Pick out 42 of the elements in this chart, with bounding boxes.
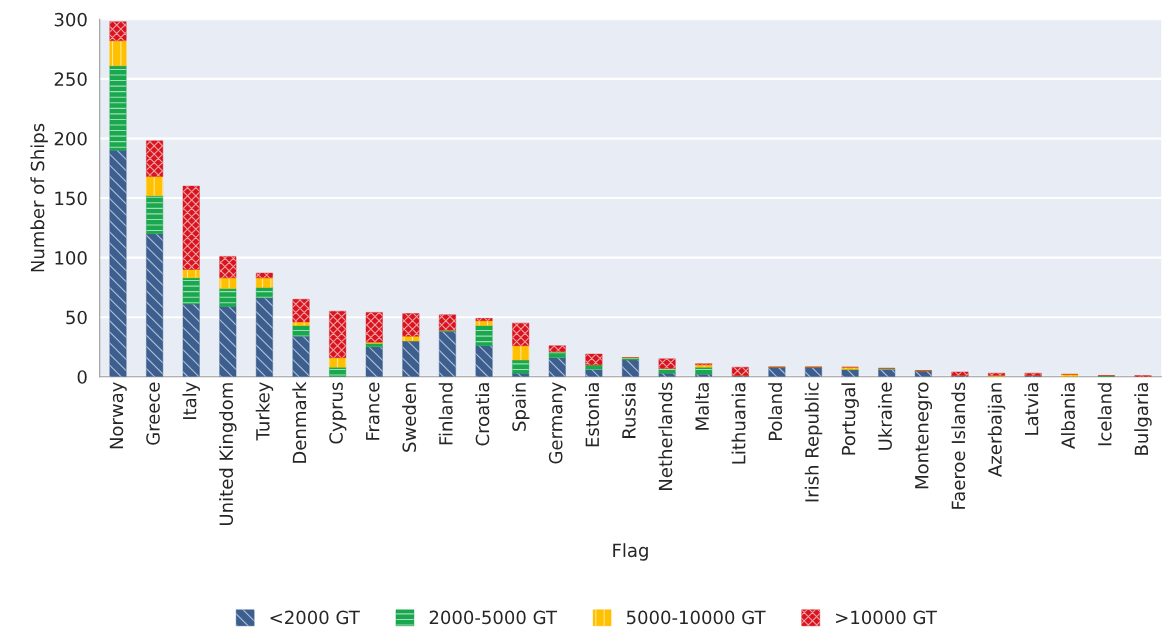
- x-tick-label: Ukraine: [877, 382, 892, 450]
- x-tick-label: Sweden: [402, 383, 417, 452]
- y-tick-label: 150: [55, 191, 87, 206]
- x-tick-label: Malta: [694, 383, 709, 430]
- x-tick-label: Croatia: [475, 383, 490, 446]
- x-tick-label: Spain: [511, 383, 530, 431]
- x-tick-label: Faeroe Islands: [951, 382, 966, 509]
- x-tick-label: France: [366, 382, 380, 440]
- x-tick-label: Denmark: [292, 381, 307, 463]
- x-tick-label: Montenegro: [915, 382, 933, 489]
- y-tick-label: 300: [54, 12, 87, 27]
- x-tick-label: Norway: [109, 382, 127, 449]
- legend-label: 2000-5000 GT: [429, 610, 558, 625]
- x-tick-label: Iceland: [1097, 383, 1112, 446]
- x-tick-label: Italy: [182, 382, 200, 419]
- x-tick-label: Bulgaria: [1134, 383, 1152, 455]
- y-tick-label: 50: [66, 310, 87, 325]
- x-tick-label: Turkey: [255, 382, 274, 441]
- x-tick-label: United Kingdom: [219, 383, 237, 525]
- y-tick-label: 250: [54, 72, 87, 87]
- x-tick-label: Lithuania: [731, 383, 746, 464]
- x-tick-label: Latvia: [1024, 383, 1039, 435]
- y-tick-label: 200: [54, 131, 87, 146]
- x-tick-label: Albania: [1061, 383, 1075, 449]
- legend-label: 5000-10000 GT: [626, 610, 766, 625]
- x-tick-label: Azerbaijan: [987, 383, 1006, 477]
- x-tick-label: Netherlands: [658, 382, 673, 490]
- legend-label: <2000 GT: [270, 610, 360, 625]
- x-tick-label: Finland: [438, 383, 453, 445]
- x-tick-label: Russia: [621, 383, 636, 438]
- x-tick-label: Portugal: [841, 383, 859, 455]
- y-axis-title: Number of Ships: [30, 123, 48, 272]
- x-tick-label: Irish Republic: [804, 382, 823, 502]
- legend-label: >10000 GT: [836, 610, 937, 625]
- x-tick-label: Greece: [146, 382, 160, 445]
- y-tick-label: 100: [55, 251, 87, 265]
- x-tick-label: Cyprus: [329, 382, 347, 444]
- y-tick-label: 0: [77, 370, 87, 384]
- x-tick-label: Germany: [548, 382, 567, 464]
- x-tick-label: Estonia: [585, 383, 600, 447]
- x-axis-title: Flag: [613, 543, 648, 561]
- x-tick-label: Poland: [768, 383, 783, 441]
